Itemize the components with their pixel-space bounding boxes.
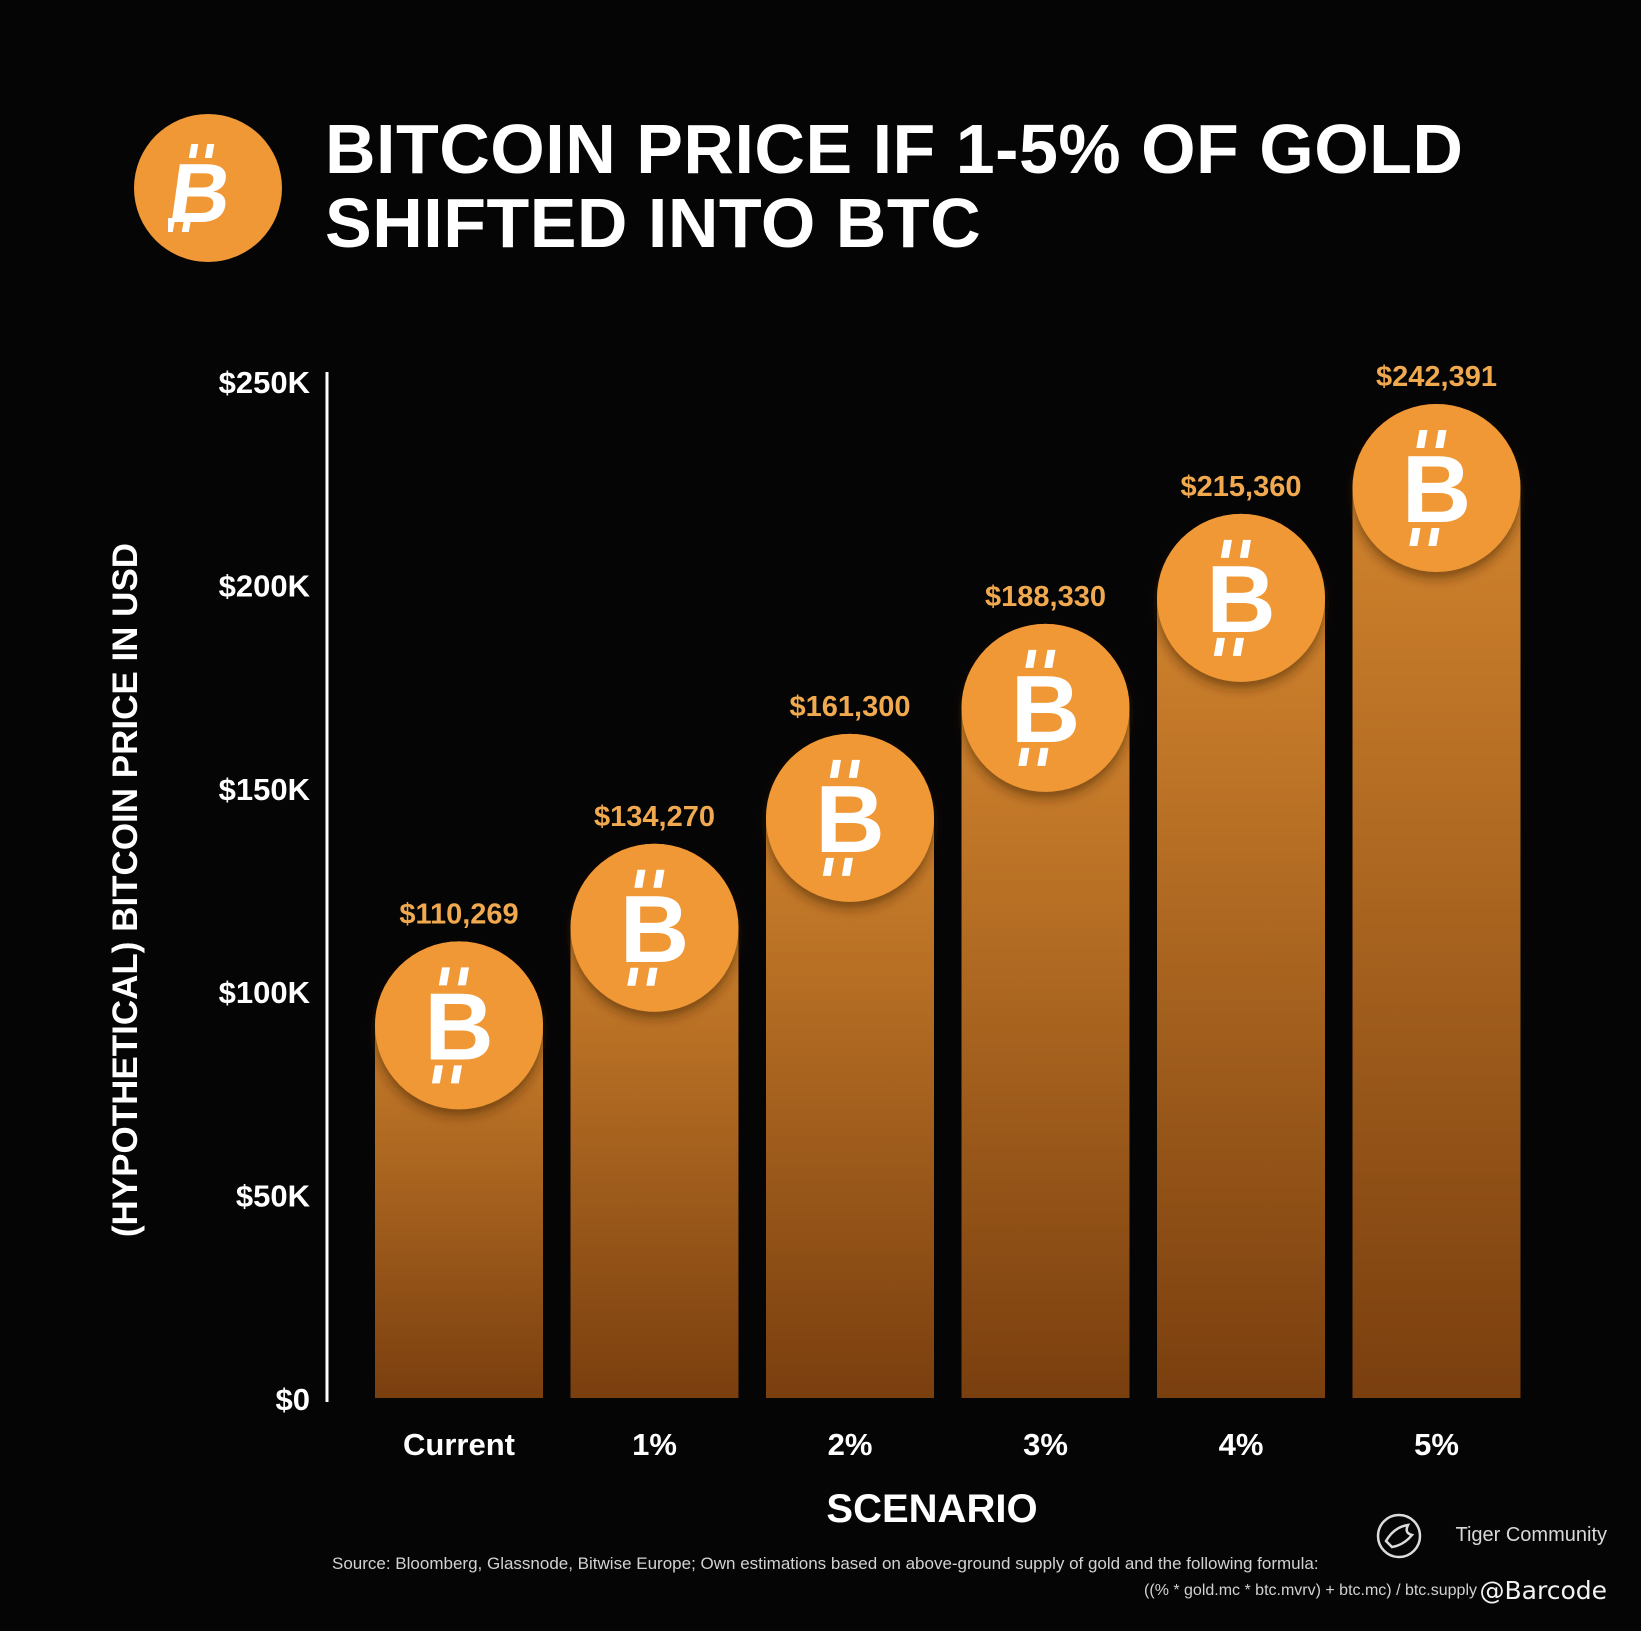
coin-serif xyxy=(1018,747,1030,766)
bitcoin-coin-icon: B xyxy=(961,623,1130,792)
y-tick-label: $100K xyxy=(219,975,311,1010)
coin-symbol: B xyxy=(620,876,689,983)
y-tick-label: $250K xyxy=(219,365,311,400)
coin-serif xyxy=(1239,539,1251,558)
bitcoin-coin-icon: B xyxy=(766,733,934,902)
coin-serif xyxy=(457,967,470,986)
coin-serif xyxy=(829,759,841,778)
x-tick-label: 3% xyxy=(1023,1427,1068,1462)
source-note: Source: Bloomberg, Glassnode, Bitwise Eu… xyxy=(332,1554,1319,1573)
coin-serif xyxy=(1037,747,1049,766)
coin-disc xyxy=(1157,513,1325,682)
x-tick-label: 2% xyxy=(828,1427,873,1462)
source-formula: ((% * gold.mc * btc.mvrv) + btc.mc) / bt… xyxy=(1144,1582,1477,1599)
x-tick-label: 4% xyxy=(1219,1427,1264,1462)
watermark-community: Tiger Community xyxy=(1455,1524,1607,1546)
coin-serif xyxy=(822,857,834,876)
y-tick-label: $0 xyxy=(276,1382,310,1417)
y-axis-label: (HYPOTHETICAL) BITCOIN PRICE IN USD xyxy=(106,543,145,1237)
coin-symbol: B xyxy=(1402,436,1471,543)
coin-serif xyxy=(438,967,451,986)
bar-value-label: $161,300 xyxy=(790,691,911,723)
coin-serif xyxy=(841,857,853,876)
x-tick-label: Current xyxy=(403,1427,515,1462)
bar-value-label: $242,391 xyxy=(1376,361,1497,393)
bar-group: B $110,269 xyxy=(375,898,543,1398)
x-tick-label: 1% xyxy=(632,1427,677,1462)
coin-serif xyxy=(653,869,665,888)
x-tick-label: 5% xyxy=(1414,1427,1459,1462)
chart-title: BITCOIN PRICE IF 1-5% OF GOLD SHIFTED IN… xyxy=(325,110,1464,262)
coin-serif xyxy=(627,967,639,986)
coin-serif xyxy=(634,869,646,888)
y-axis-ticks: $0 $50K $100K $150K $200K $250K xyxy=(219,365,311,1417)
bitcoin-coin-icon: B xyxy=(1352,403,1521,572)
coin-serif xyxy=(450,1065,463,1084)
tiger-logo-icon xyxy=(1376,1513,1422,1559)
watermark: Tiger Community xyxy=(1455,1522,1607,1548)
bar xyxy=(766,733,934,1398)
coin-disc xyxy=(961,623,1130,792)
coin-serif xyxy=(1044,649,1056,668)
coin-serif xyxy=(1220,539,1232,558)
watermark-handle: @Barcode xyxy=(1479,1576,1608,1605)
x-axis-label: SCENARIO xyxy=(826,1487,1037,1531)
coin-disc xyxy=(375,941,543,1110)
bitcoin-coin-icon: B xyxy=(134,114,282,262)
bar-group: B $161,300 xyxy=(766,691,934,1398)
bar xyxy=(961,623,1130,1398)
bitcoin-coin-icon: B xyxy=(570,843,739,1012)
y-tick-label: $200K xyxy=(219,568,311,603)
coin-disc xyxy=(766,733,934,902)
coin-disc xyxy=(570,843,739,1012)
bar-value-label: $188,330 xyxy=(985,581,1106,613)
coin-serif xyxy=(848,759,860,778)
y-tick-label: $50K xyxy=(236,1179,311,1214)
coin-symbol: B xyxy=(424,973,493,1080)
x-axis-ticks: Current 1% 2% 3% 4% 5% xyxy=(403,1427,1459,1462)
coin-serif xyxy=(1232,637,1244,656)
bitcoin-coin-icon: B xyxy=(375,941,543,1110)
bar-value-label: $110,269 xyxy=(399,898,518,930)
coin-serif xyxy=(646,967,658,986)
coin-serif xyxy=(1428,527,1440,546)
coin-serif xyxy=(1213,637,1225,656)
bar-group: B $188,330 xyxy=(961,581,1130,1398)
bitcoin-coin-icon: B xyxy=(1157,513,1325,682)
bars-group: B $110,269 B $134,270 B $161,300 B $188,330 B $21… xyxy=(375,361,1521,1399)
bar xyxy=(1157,513,1325,1398)
coin-serif xyxy=(1435,429,1447,448)
bar-group: B $134,270 xyxy=(570,801,739,1398)
coin-serif xyxy=(1416,429,1428,448)
bar-group: B $215,360 xyxy=(1157,471,1325,1398)
y-tick-label: $150K xyxy=(219,772,311,807)
bar-value-label: $134,270 xyxy=(594,801,715,833)
coin-disc xyxy=(1352,403,1521,572)
coin-serif xyxy=(431,1065,443,1084)
bar xyxy=(1352,403,1521,1399)
svg-text:B: B xyxy=(168,146,237,236)
coin-symbol: B xyxy=(1206,546,1275,653)
coin-symbol: B xyxy=(815,766,884,873)
coin-serif xyxy=(1025,649,1037,668)
chart-header: B BITCOIN PRICE IF 1-5% OF GOLD SHIFTED … xyxy=(134,112,1534,262)
bitcoin-symbol-icon: B xyxy=(168,144,237,236)
bar-group: B $242,391 xyxy=(1352,361,1521,1399)
bar-value-label: $215,360 xyxy=(1181,471,1302,503)
coin-serif xyxy=(1409,527,1421,546)
coin-symbol: B xyxy=(1011,656,1080,763)
